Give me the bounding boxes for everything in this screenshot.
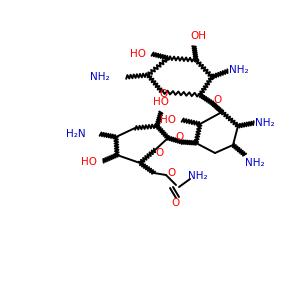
Text: HO: HO	[81, 157, 97, 167]
Text: NH₂: NH₂	[255, 118, 275, 128]
Text: NH₂: NH₂	[229, 65, 249, 75]
Text: OH: OH	[190, 31, 206, 41]
Text: H₂N: H₂N	[66, 129, 86, 139]
Text: NH₂: NH₂	[188, 171, 208, 181]
Text: O: O	[156, 148, 164, 158]
Text: O: O	[167, 168, 175, 178]
Text: NH₂: NH₂	[90, 72, 110, 82]
Text: NH₂: NH₂	[245, 158, 265, 168]
Text: O: O	[176, 132, 184, 142]
Text: O: O	[213, 95, 221, 105]
Text: HO: HO	[153, 97, 169, 107]
Text: HO: HO	[130, 49, 146, 59]
Text: O: O	[172, 198, 180, 208]
Text: HO: HO	[160, 115, 176, 125]
Text: O: O	[159, 89, 167, 99]
